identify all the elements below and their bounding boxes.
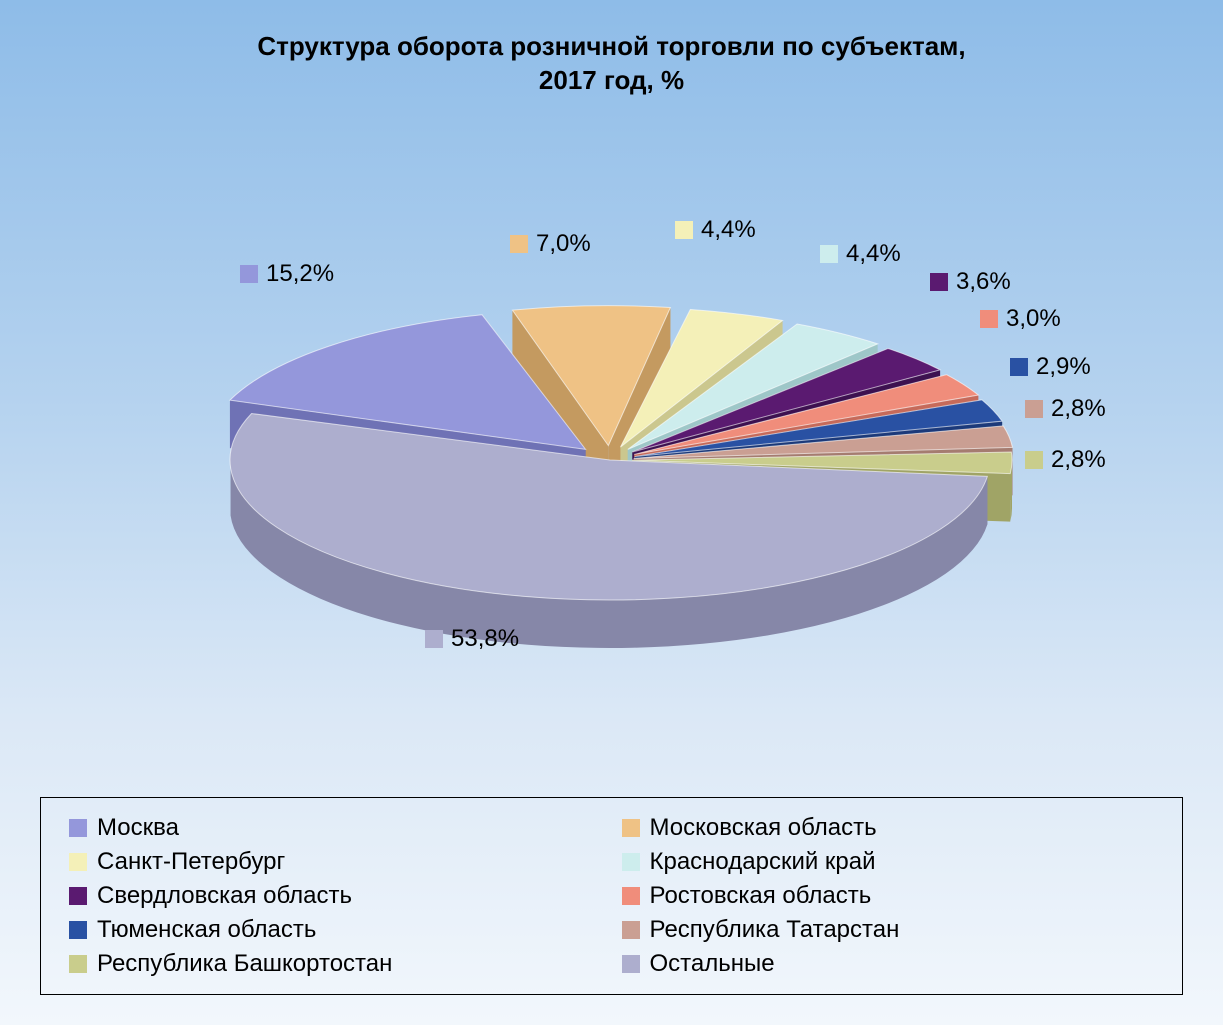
legend-label: Остальные xyxy=(650,950,775,978)
legend-marker-icon xyxy=(69,887,87,905)
legend-marker-icon xyxy=(69,819,87,837)
slice-marker-icon xyxy=(240,265,258,283)
slice-data-label: 3,0% xyxy=(980,305,1061,333)
slice-marker-icon xyxy=(980,310,998,328)
slice-value-label: 3,0% xyxy=(1006,305,1061,333)
slice-marker-icon xyxy=(1025,400,1043,418)
slice-marker-icon xyxy=(820,245,838,263)
pie-chart: 15,2% 7,0% 4,4% 4,4% 3,6% 3,0% 2,9% 2,8% 2,8% 53,… xyxy=(50,150,1173,710)
legend-label: Санкт-Петербург xyxy=(97,848,285,876)
legend-marker-icon xyxy=(622,955,640,973)
legend-marker-icon xyxy=(622,921,640,939)
slice-value-label: 53,8% xyxy=(451,625,519,653)
slice-data-label: 15,2% xyxy=(240,260,334,288)
slice-value-label: 4,4% xyxy=(846,240,901,268)
slice-data-label: 53,8% xyxy=(425,625,519,653)
legend-item: Москва xyxy=(69,814,602,842)
legend-item: Тюменская область xyxy=(69,916,602,944)
legend-item: Московская область xyxy=(622,814,1155,842)
legend-label: Ростовская область xyxy=(650,882,872,910)
legend-item: Остальные xyxy=(622,950,1155,978)
slice-data-label: 7,0% xyxy=(510,230,591,258)
slice-value-label: 2,8% xyxy=(1051,446,1106,474)
slice-value-label: 2,9% xyxy=(1036,353,1091,381)
slice-value-label: 7,0% xyxy=(536,230,591,258)
slice-marker-icon xyxy=(930,273,948,291)
legend-label: Тюменская область xyxy=(97,916,316,944)
legend-item: Республика Башкортостан xyxy=(69,950,602,978)
slice-data-label: 2,8% xyxy=(1025,446,1106,474)
legend-item: Ростовская область xyxy=(622,882,1155,910)
slice-marker-icon xyxy=(1025,451,1043,469)
legend-label: Республика Башкортостан xyxy=(97,950,392,978)
slice-marker-icon xyxy=(510,235,528,253)
legend-item: Краснодарский край xyxy=(622,848,1155,876)
slice-data-label: 4,4% xyxy=(820,240,901,268)
slice-marker-icon xyxy=(1010,358,1028,376)
legend-item: Свердловская область xyxy=(69,882,602,910)
slice-marker-icon xyxy=(425,630,443,648)
legend-marker-icon xyxy=(622,887,640,905)
legend-label: Республика Татарстан xyxy=(650,916,900,944)
legend-marker-icon xyxy=(622,853,640,871)
legend-marker-icon xyxy=(69,921,87,939)
slice-value-label: 3,6% xyxy=(956,268,1011,296)
slice-value-label: 4,4% xyxy=(701,216,756,244)
slice-value-label: 2,8% xyxy=(1051,395,1106,423)
legend-label: Москва xyxy=(97,814,179,842)
legend-label: Московская область xyxy=(650,814,877,842)
slice-data-label: 4,4% xyxy=(675,216,756,244)
legend-item: Санкт-Петербург xyxy=(69,848,602,876)
slice-data-label: 2,8% xyxy=(1025,395,1106,423)
chart-title: Структура оборота розничной торговли по … xyxy=(0,30,1223,98)
legend-marker-icon xyxy=(69,853,87,871)
legend-item: Республика Татарстан xyxy=(622,916,1155,944)
legend-marker-icon xyxy=(69,955,87,973)
slice-value-label: 15,2% xyxy=(266,260,334,288)
slice-marker-icon xyxy=(675,221,693,239)
legend-label: Свердловская область xyxy=(97,882,352,910)
legend-label: Краснодарский край xyxy=(650,848,876,876)
legend-marker-icon xyxy=(622,819,640,837)
slice-data-label: 2,9% xyxy=(1010,353,1091,381)
legend: Москва Московская область Санкт-Петербург К… xyxy=(40,797,1183,995)
slice-data-label: 3,6% xyxy=(930,268,1011,296)
